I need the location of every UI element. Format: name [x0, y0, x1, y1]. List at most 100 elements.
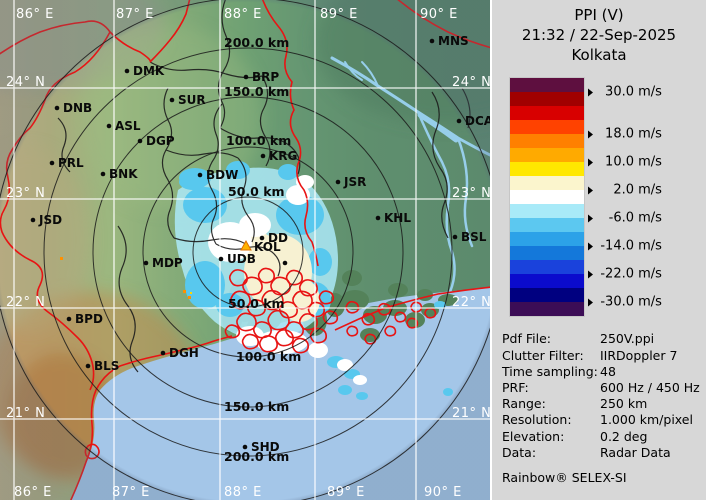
colorbar-band	[510, 106, 584, 121]
station-dot-dnb	[54, 105, 60, 111]
colorbar-tick-label: -22.0 m/s	[588, 267, 662, 282]
colorbar-tick-label: 2.0 m/s	[588, 183, 662, 198]
latitude-label: 24° N	[6, 75, 45, 90]
station-dot-krg	[260, 153, 266, 159]
range-ring-label: 50.0 km	[228, 184, 285, 199]
station-label-sur: SUR	[178, 93, 206, 107]
station-label-jsd: JSD	[38, 213, 62, 227]
colorbar-tick-label: -30.0 m/s	[588, 295, 662, 310]
station-dot-prl	[49, 160, 55, 166]
colorbar-band	[510, 204, 584, 219]
station-label-dd: DD	[268, 231, 288, 245]
colorbar-band	[510, 274, 584, 289]
metadata-value: 0.2 deg	[600, 428, 648, 444]
longitude-label: 90° E	[424, 485, 462, 500]
station-dot-dd	[259, 235, 265, 241]
station-dot-dgp	[137, 138, 143, 144]
colorbar-band	[510, 162, 584, 177]
station-label-asl: ASL	[115, 119, 141, 133]
tick-arrow-icon	[588, 158, 593, 167]
station-dot-jsr	[335, 179, 341, 185]
metadata-row: Pdf File: 250V.ppi	[502, 331, 706, 347]
metadata-row: PRF: 600 Hz / 450 Hz	[502, 380, 706, 396]
panel-title: PPI (V) 21:32 / 22-Sep-2025 Kolkata	[492, 6, 706, 65]
station-dot-khl	[375, 215, 381, 221]
station-label-dnb: DNB	[63, 101, 92, 115]
station-label-bsl: BSL	[461, 230, 487, 244]
colorbar-tick-label: 30.0 m/s	[588, 85, 662, 100]
station-label-dmk: DMK	[133, 64, 165, 78]
tick-arrow-icon	[588, 270, 593, 279]
latitude-label: 21° N	[452, 406, 490, 421]
colorbar-band	[510, 120, 584, 135]
latitude-label: 24° N	[452, 75, 490, 90]
latlon-grid	[0, 0, 490, 500]
station-label-dgh: DGH	[169, 346, 199, 360]
longitude-label: 90° E	[420, 7, 458, 22]
station-label-bpd: BPD	[75, 312, 103, 326]
station-dot-dgh	[160, 350, 166, 356]
metadata-value: Radar Data	[600, 444, 671, 460]
radar-site-name: Kolkata	[571, 45, 627, 64]
colorbar-band	[510, 288, 584, 303]
station-dot-brp	[243, 74, 249, 80]
metadata-value: 1.000 km/pixel	[600, 412, 693, 428]
colorbar-tick-label: 10.0 m/s	[588, 155, 662, 170]
tick-arrow-icon	[588, 214, 593, 223]
colorbar-band	[510, 190, 584, 205]
station-dot	[282, 260, 288, 266]
colorbar-band	[510, 92, 584, 107]
station-dot-asl	[106, 123, 112, 129]
range-ring-label: 50.0 km	[228, 296, 285, 311]
colorbar-band	[510, 246, 584, 261]
colorbar-band	[510, 176, 584, 191]
longitude-label: 86° E	[16, 7, 54, 22]
colorbar-labels: 30.0 m/s 18.0 m/s 10.0 m/s 2.0 m/s -6.0 m/s -…	[588, 78, 700, 316]
station-label-jsr: JSR	[343, 175, 366, 189]
colorbar-band	[510, 260, 584, 275]
colorbar-band	[510, 302, 584, 317]
longitude-label: 87° E	[116, 7, 154, 22]
station-dot-udb	[218, 256, 224, 262]
colorbar-tick-label: -14.0 m/s	[588, 239, 662, 254]
info-panel: PPI (V) 21:32 / 22-Sep-2025 Kolkata 30.0…	[490, 0, 706, 500]
longitude-label: 89° E	[320, 7, 358, 22]
range-ring-label: 100.0 km	[236, 349, 301, 364]
station-label-bdw: BDW	[206, 168, 238, 182]
metadata-row: Resolution: 1.000 km/pixel	[502, 412, 706, 428]
metadata-value: 48	[600, 363, 616, 379]
colorbar-bands	[510, 78, 584, 317]
metadata-label: Elevation:	[502, 428, 565, 444]
station-dot-bdw	[197, 172, 203, 178]
colorbar-tick-label: 18.0 m/s	[588, 127, 662, 142]
tick-arrow-icon	[588, 88, 593, 97]
tick-arrow-icon	[588, 298, 593, 307]
longitude-label: 87° E	[112, 485, 150, 500]
metadata-label: Clutter Filter:	[502, 347, 584, 363]
longitude-label: 86° E	[14, 485, 52, 500]
station-label-prl: PRL	[58, 156, 84, 170]
colorbar-tick-label: -6.0 m/s	[588, 211, 662, 226]
colorbar-band	[510, 232, 584, 247]
station-label-bnk: BNK	[109, 167, 138, 181]
station-dot-shd	[242, 444, 248, 450]
range-ring-label: 150.0 km	[224, 399, 289, 414]
software-brand: Rainbow® SELEX-SI	[502, 470, 627, 486]
range-ring-label: 150.0 km	[224, 84, 289, 99]
station-label-shd: SHD	[251, 440, 280, 454]
metadata-row: Data: Radar Data	[502, 445, 706, 461]
station-dot-bls	[85, 363, 91, 369]
range-rings	[0, 0, 490, 500]
product-title: PPI (V)	[574, 6, 624, 24]
latitude-label: 23° N	[6, 186, 45, 201]
range-ring-label: 200.0 km	[224, 449, 289, 464]
longitude-label: 88° E	[224, 7, 262, 22]
metadata-value: 250V.ppi	[600, 331, 655, 347]
metadata-label: Range:	[502, 396, 546, 412]
radar-ppi-image: 86° E 87° E 88° E 89° E 90° E 86° E 87° E 88° E…	[0, 0, 490, 500]
colorbar-legend: 30.0 m/s 18.0 m/s 10.0 m/s 2.0 m/s -6.0 m/s -…	[510, 78, 700, 317]
metadata-label: Pdf File:	[502, 331, 551, 347]
radar-map-area: 86° E 87° E 88° E 89° E 90° E 86° E 87° E 88° E…	[0, 0, 490, 500]
metadata-value: 600 Hz / 450 Hz	[600, 380, 700, 395]
